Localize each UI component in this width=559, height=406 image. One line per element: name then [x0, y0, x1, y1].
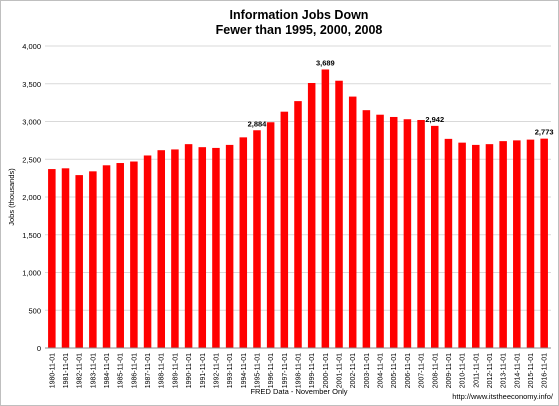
x-tick-label: 2009-11-01	[446, 353, 453, 388]
x-tick-label: 1989-11-01	[172, 353, 179, 388]
x-tick-label: 1990-11-01	[186, 353, 193, 388]
x-tick-label: 2000-11-01	[323, 353, 330, 388]
bar	[430, 125, 439, 348]
x-axis-label: FRED Data - November Only	[250, 387, 347, 396]
bar	[335, 80, 343, 348]
x-tick-label: 1991-11-01	[200, 353, 207, 388]
bar	[225, 144, 234, 348]
x-tick-label: 2001-11-01	[337, 353, 344, 388]
x-tick-label: 2004-11-01	[378, 353, 385, 388]
x-tick-label: 2010-11-01	[460, 353, 467, 388]
y-tick-label: 4,000	[22, 42, 41, 51]
y-axis-ticks: 0 500 1,000 1,500 2,000 2,500 3,000 3,500 4,000	[22, 42, 41, 353]
y-tick-label: 2,500	[22, 155, 41, 164]
bar	[143, 155, 152, 348]
bar	[75, 175, 83, 348]
bar	[130, 161, 138, 348]
x-tick-label: 1988-11-01	[159, 353, 166, 388]
x-tick-label: 1995-11-01	[254, 353, 261, 388]
x-tick-label: 2002-11-01	[350, 353, 357, 388]
x-tick-label: 2015-11-01	[528, 353, 535, 388]
source-credit: http://www.itstheeconomy.info/	[452, 392, 554, 401]
x-tick-label: 1993-11-01	[227, 353, 234, 388]
x-tick-label: 2016-11-01	[542, 353, 549, 388]
y-tick-label: 500	[28, 306, 41, 315]
x-tick-label: 1999-11-01	[309, 353, 316, 388]
data-labels: 2,884 3,689 2,942 2,773	[248, 58, 554, 136]
x-tick-label: 1992-11-01	[213, 353, 220, 388]
y-tick-label: 1,500	[22, 231, 41, 240]
chart-subtitle: Fewer than 1995, 2000, 2008	[216, 23, 383, 37]
x-tick-label: 1987-11-01	[145, 353, 152, 388]
x-tick-label: 1994-11-01	[241, 353, 248, 388]
bar	[485, 144, 494, 348]
bar	[526, 139, 535, 348]
data-label: 2,884	[248, 119, 268, 128]
y-tick-label: 3,000	[22, 118, 41, 127]
bar	[116, 163, 124, 348]
bar	[212, 147, 220, 348]
x-tick-label: 1981-11-01	[63, 353, 70, 388]
bar	[280, 111, 289, 348]
y-tick-label: 1,000	[22, 269, 41, 278]
bar	[458, 142, 466, 348]
bar	[102, 165, 111, 348]
bar	[48, 169, 56, 348]
bar	[266, 122, 275, 348]
bar	[389, 116, 398, 348]
bar	[184, 144, 193, 348]
y-tick-label: 0	[37, 344, 41, 353]
x-tick-label: 2003-11-01	[364, 353, 371, 388]
x-tick-label: 2011-11-01	[473, 353, 480, 388]
x-tick-label: 2013-11-01	[501, 353, 508, 388]
bar	[540, 138, 548, 348]
bar	[157, 150, 166, 348]
x-tick-label: 1983-11-01	[90, 353, 97, 388]
x-tick-label: 2005-11-01	[391, 353, 398, 388]
chart-title: Information Jobs Down	[230, 8, 369, 22]
x-tick-label: 1986-11-01	[131, 353, 138, 388]
bar	[239, 137, 248, 348]
x-tick-label: 1980-11-01	[49, 353, 56, 388]
x-tick-label: 1982-11-01	[77, 353, 84, 388]
bar	[294, 101, 302, 349]
x-axis-ticks: 1980-11-01 1981-11-01 1982-11-01 1983-11-01…	[49, 353, 548, 388]
bar	[376, 114, 384, 348]
x-tick-label: 2007-11-01	[419, 353, 426, 388]
y-tick-label: 2,000	[22, 193, 41, 202]
bar	[513, 140, 521, 348]
bar	[307, 82, 316, 349]
bar	[198, 147, 207, 348]
y-axis-label: Jobs (thousands)	[7, 168, 16, 226]
data-label: 2,942	[425, 115, 444, 124]
bar	[444, 138, 453, 348]
x-tick-label: 1998-11-01	[296, 353, 303, 388]
x-tick-label: 2008-11-01	[432, 353, 439, 388]
bar	[362, 110, 371, 348]
x-tick-label: 1997-11-01	[282, 353, 289, 388]
x-tick-label: 1996-11-01	[268, 353, 275, 388]
bar	[417, 119, 425, 349]
bar	[321, 69, 330, 348]
x-tick-label: 1985-11-01	[118, 353, 125, 388]
bar	[348, 96, 357, 349]
x-tick-label: 2006-11-01	[405, 353, 412, 388]
bar	[171, 149, 179, 348]
x-tick-label: 2012-11-01	[487, 353, 494, 388]
bar	[253, 130, 261, 348]
x-tick-label: 1984-11-01	[104, 353, 111, 388]
bar	[61, 168, 70, 348]
x-tick-label: 2014-11-01	[514, 353, 521, 388]
bar	[403, 119, 412, 348]
data-label: 2,773	[535, 128, 554, 137]
bar	[499, 141, 507, 348]
bar	[89, 171, 97, 348]
bar	[472, 144, 480, 348]
data-label: 3,689	[316, 58, 335, 67]
y-tick-label: 3,500	[22, 80, 41, 89]
bars	[48, 69, 548, 349]
